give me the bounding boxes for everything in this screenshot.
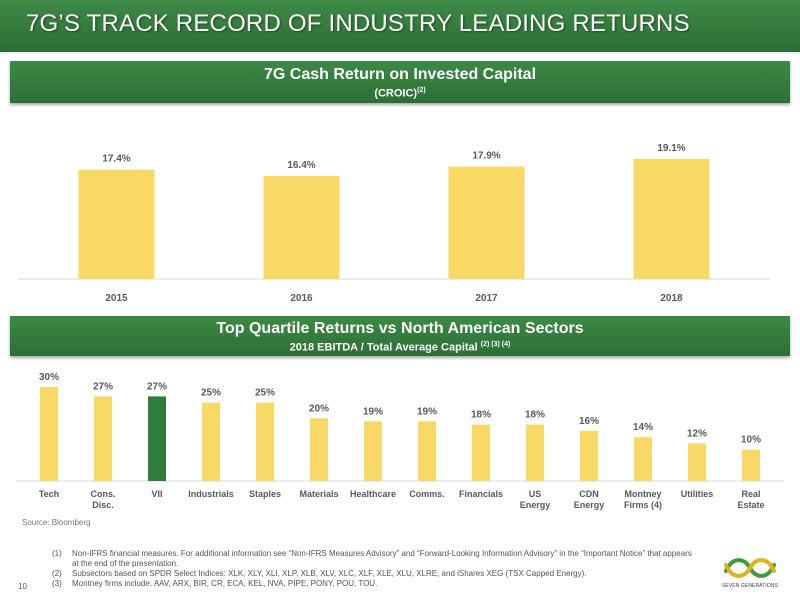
bar	[633, 159, 710, 279]
category-label: Industrials	[188, 489, 234, 499]
category-label: 2015	[105, 293, 128, 304]
footnote-number: (3)	[52, 579, 62, 588]
footnote-text: Montney firms include: AAV, ARX, BIR, CR…	[72, 579, 378, 588]
data-label: 16.4%	[287, 160, 315, 171]
data-label: 25%	[201, 388, 221, 399]
bar	[472, 424, 490, 481]
sector-chart-title: Top Quartile Returns vs North American S…	[216, 320, 584, 337]
category-label: Disc.	[92, 500, 114, 510]
category-label: Healthcare	[350, 489, 396, 499]
footnote-3: (3) Montney firms include: AAV, ARX, BIR,…	[52, 579, 692, 589]
source-note: Source: Bloomberg	[22, 518, 91, 527]
footnote-1: (1) Non-IFRS financial measures. For addi…	[52, 549, 692, 569]
category-label: Firms (4)	[624, 500, 662, 510]
footnote-number: (1)	[52, 549, 62, 558]
sector-chart-header: Top Quartile Returns vs North American S…	[10, 316, 790, 356]
bar	[148, 396, 166, 481]
category-label: Materials	[299, 489, 338, 499]
bar	[688, 443, 706, 481]
data-label: 18%	[525, 410, 545, 421]
footnote-2: (2) Subsectors based on SPDR Select Indic…	[52, 569, 692, 579]
logo-text: SEVEN GENERATIONS	[721, 583, 779, 589]
data-label: 12%	[687, 428, 707, 439]
data-label: 27%	[147, 381, 167, 392]
company-logo: SEVEN GENERATIONS	[718, 553, 782, 597]
logo-mark-icon	[724, 558, 776, 578]
data-label: 30%	[39, 372, 59, 383]
bar	[418, 421, 436, 481]
category-label: 2017	[475, 293, 498, 304]
category-label: Comms.	[409, 489, 445, 499]
bar	[94, 396, 112, 481]
data-label: 19.1%	[657, 143, 685, 154]
bar	[263, 175, 340, 279]
data-label: 19%	[417, 406, 437, 417]
category-label: US	[529, 489, 542, 499]
category-label: 2016	[290, 293, 313, 304]
bar	[742, 449, 760, 481]
data-label: 10%	[741, 435, 761, 446]
data-label: 14%	[633, 422, 653, 433]
data-label: 17.4%	[102, 154, 130, 165]
page-title: 7G’S TRACK RECORD OF INDUSTRY LEADING RE…	[26, 10, 690, 37]
category-label: Energy	[574, 500, 605, 510]
data-label: 25%	[255, 388, 275, 399]
bar	[364, 421, 382, 481]
category-label: CDN	[579, 489, 599, 499]
category-label: Staples	[249, 489, 281, 499]
data-label: 16%	[579, 416, 599, 427]
croic-chart-subtitle: (CROIC)(2)	[10, 84, 790, 101]
bar	[202, 402, 220, 481]
category-label: Utilities	[681, 489, 714, 499]
bar	[310, 418, 328, 481]
page-number: 10	[18, 582, 27, 591]
category-label: Financials	[459, 489, 503, 499]
bar	[580, 430, 598, 481]
croic-bar-chart: 17.4% 2015 16.4% 2016 17.9% 2017 19.1% 2018	[18, 143, 770, 304]
sector-bar-chart: 30% Tech 27% Cons.Disc. 27% VII 25% Industrials…	[16, 372, 784, 510]
category-label: Energy	[520, 500, 551, 510]
bar	[526, 424, 544, 481]
category-label: Real	[741, 489, 760, 499]
footnote-number: (2)	[52, 569, 62, 578]
bar	[40, 387, 58, 481]
data-label: 27%	[93, 381, 113, 392]
croic-chart-title: 7G Cash Return on Invested Capital	[263, 66, 537, 83]
title-bar: 7G’S TRACK RECORD OF INDUSTRY LEADING RE…	[0, 0, 800, 52]
bar	[448, 166, 525, 279]
category-label: Estate	[737, 500, 764, 510]
category-label: VII	[151, 489, 162, 499]
category-label: Tech	[39, 489, 59, 499]
bar	[78, 169, 155, 279]
sector-subtitle-text: 2018 EBITDA / Total Average Capital	[289, 341, 481, 354]
croic-chart-header: 7G Cash Return on Invested Capital (CROI…	[10, 61, 790, 103]
footnotes: (1) Non-IFRS financial measures. For addi…	[52, 549, 692, 589]
data-label: 19%	[363, 406, 383, 417]
category-label: Cons.	[90, 489, 115, 499]
category-label: 2018	[660, 293, 683, 304]
data-label: 17.9%	[472, 151, 500, 162]
bar	[634, 437, 652, 481]
sector-chart-subtitle: 2018 EBITDA / Total Average Capital (2) …	[10, 338, 790, 355]
sector-subtitle-footnote: (2) (3) (4)	[480, 341, 511, 348]
data-label: 18%	[471, 410, 491, 421]
footnote-text: Subsectors based on SPDR Select Indices:…	[72, 569, 587, 578]
croic-subtitle-text: (CROIC)	[374, 87, 418, 100]
croic-subtitle-footnote: (2)	[417, 87, 426, 94]
bar	[256, 402, 274, 481]
category-label: Montney	[625, 489, 662, 499]
footnote-text: Non-IFRS financial measures. For additio…	[72, 549, 692, 568]
data-label: 20%	[309, 403, 329, 414]
